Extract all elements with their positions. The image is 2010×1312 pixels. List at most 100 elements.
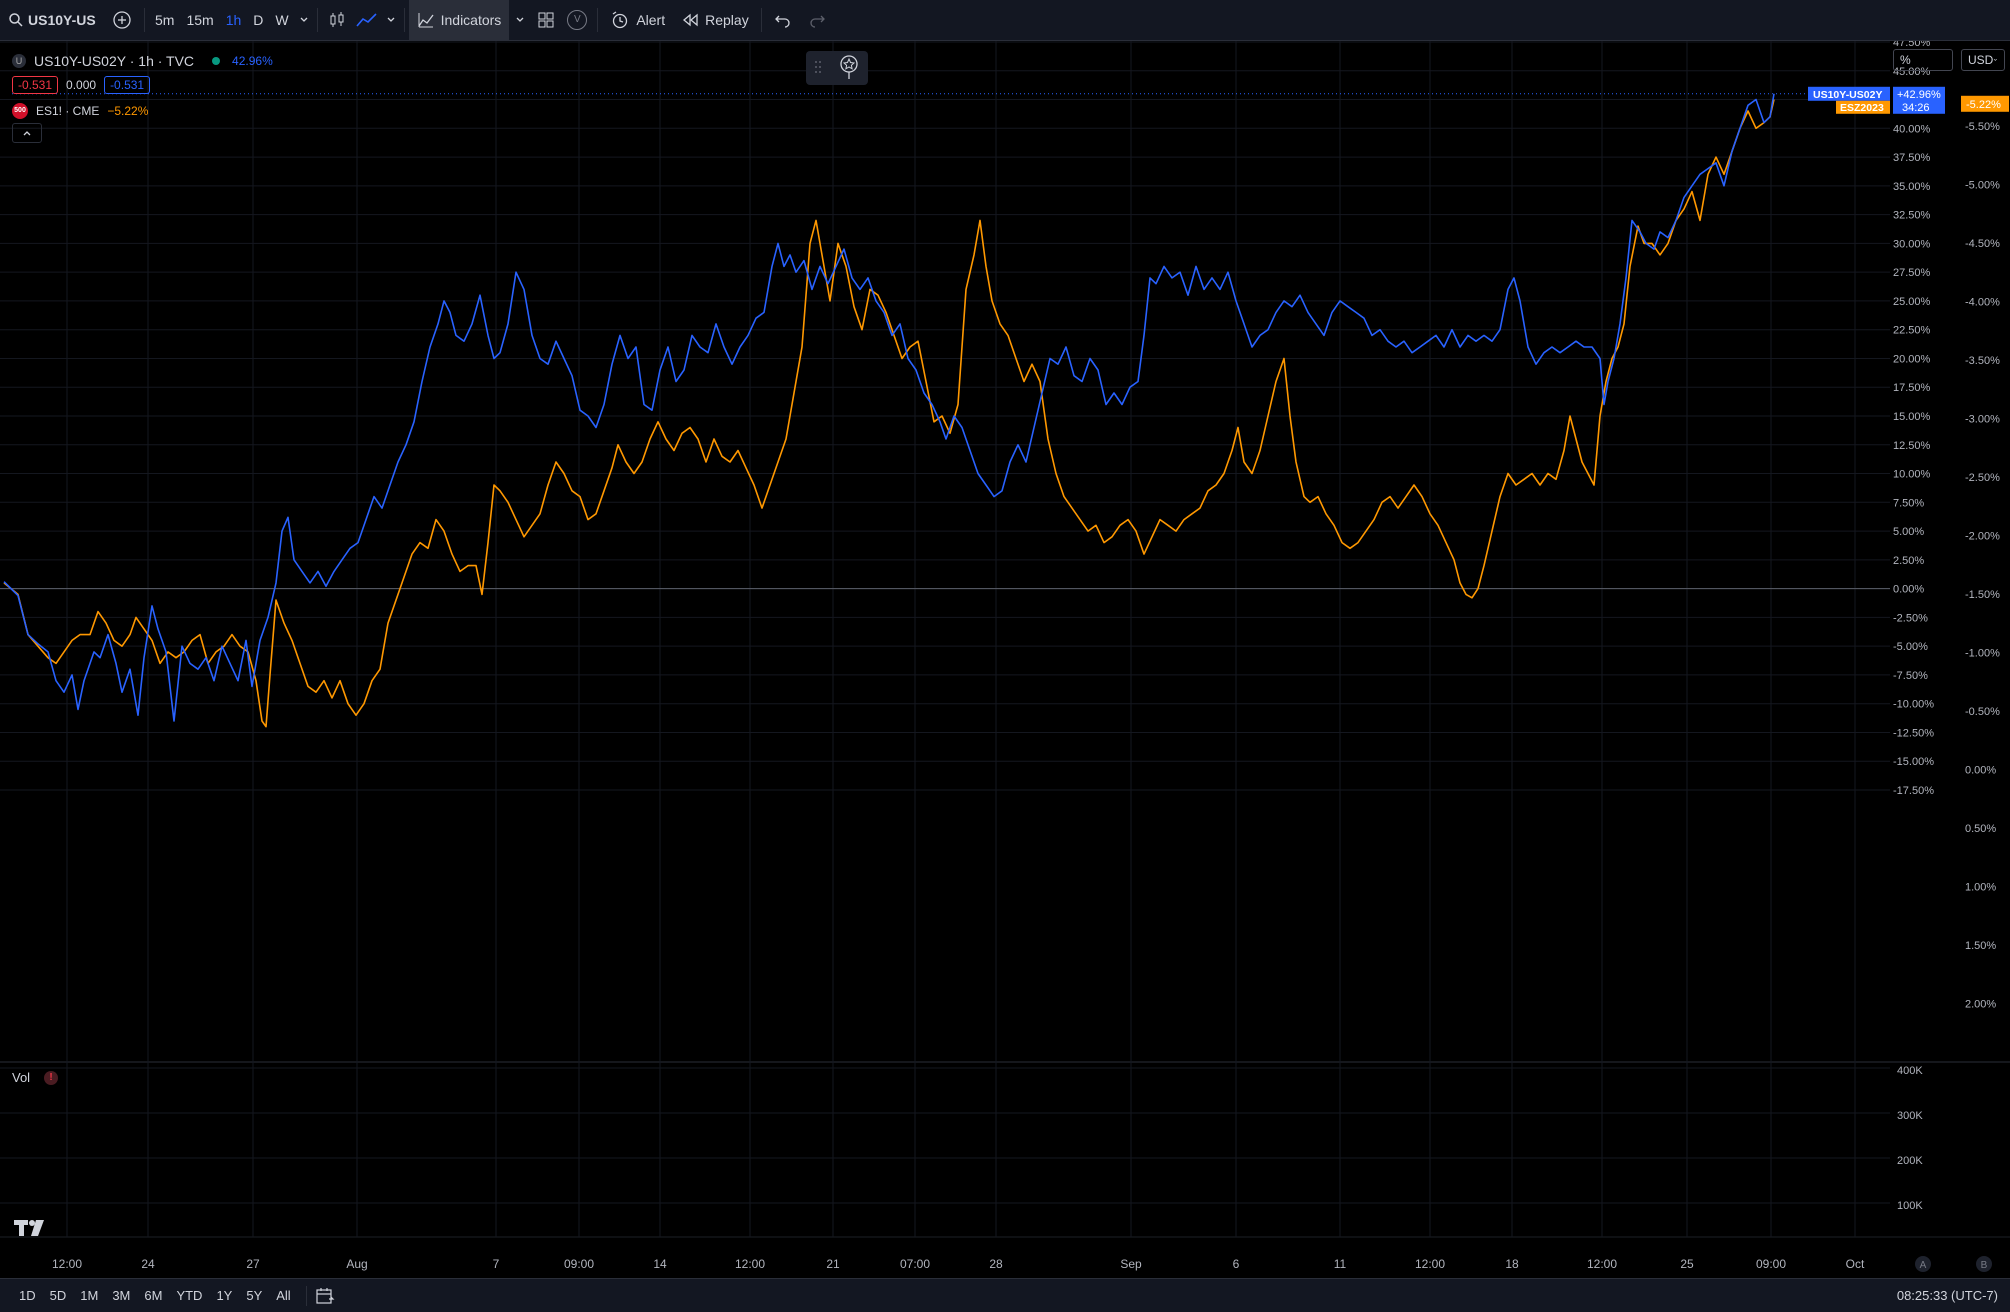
spread-value: 0.000 bbox=[66, 78, 97, 92]
replay-button[interactable]: Replay bbox=[673, 0, 757, 41]
search-icon bbox=[8, 12, 24, 28]
alert-button[interactable]: Alert bbox=[602, 0, 673, 41]
left-axis-tick: 30.00% bbox=[1893, 238, 1931, 250]
alarm-clock-icon bbox=[612, 11, 628, 29]
redo-button[interactable] bbox=[800, 0, 834, 41]
main-name-label: US10Y-US02Y bbox=[1813, 89, 1882, 101]
legend-collapse-button[interactable] bbox=[12, 123, 42, 143]
undo-button[interactable] bbox=[766, 0, 800, 41]
line-chart-icon bbox=[356, 13, 377, 27]
left-axis-tick: -2.50% bbox=[1893, 612, 1928, 624]
timeframe-dropdown[interactable] bbox=[295, 0, 313, 41]
x-axis-tick: Aug bbox=[346, 1257, 367, 1271]
chart-area[interactable]: 47.50%45.00%42.50%40.00%37.50%35.00%32.5… bbox=[0, 41, 2010, 1278]
range-all[interactable]: All bbox=[276, 1288, 291, 1303]
floating-toolbar[interactable] bbox=[806, 51, 868, 85]
timeframe-w[interactable]: W bbox=[275, 12, 289, 28]
chart-type-dropdown[interactable] bbox=[382, 0, 400, 41]
left-axis-tick: 17.50% bbox=[1893, 382, 1931, 394]
volume-axis-tick: 400K bbox=[1897, 1065, 1923, 1077]
x-axis-tick: 27 bbox=[246, 1257, 260, 1271]
buy-button[interactable]: -0.531 bbox=[104, 76, 151, 94]
legend-main-row[interactable]: U US10Y-US02Y · 1h · TVC 42.96% bbox=[12, 50, 273, 72]
right-axis-tick: -4.50% bbox=[1965, 238, 2000, 250]
favorite-pin-icon[interactable] bbox=[838, 54, 860, 83]
left-axis-tick: -7.50% bbox=[1893, 670, 1928, 682]
range-1y[interactable]: 1Y bbox=[216, 1288, 233, 1303]
right-axis-tick: 1.50% bbox=[1965, 940, 1996, 952]
indicators-button[interactable]: Indicators bbox=[408, 0, 510, 41]
left-axis-tick: 37.50% bbox=[1893, 152, 1931, 164]
volume-axis-tick: 300K bbox=[1897, 1110, 1923, 1122]
timezone-clock[interactable]: 08:25:33 (UTC-7) bbox=[1896, 1288, 1998, 1303]
go-to-date-button[interactable] bbox=[315, 1287, 335, 1305]
line-style-button[interactable] bbox=[352, 0, 382, 41]
divider bbox=[403, 8, 405, 32]
series-line-us10y-us02y bbox=[3, 93, 1775, 722]
x-axis-tick: 12:00 bbox=[735, 1257, 765, 1271]
left-axis-tick: 45.00% bbox=[1893, 66, 1931, 78]
left-axis-tick: -17.50% bbox=[1893, 785, 1934, 797]
timeframe-d[interactable]: D bbox=[253, 12, 264, 28]
compare-add-button[interactable] bbox=[104, 0, 140, 41]
sell-button[interactable]: -0.531 bbox=[12, 76, 59, 94]
left-axis-tick: -12.50% bbox=[1893, 727, 1934, 739]
symbol-search[interactable]: US10Y-US bbox=[0, 0, 104, 41]
range-3m[interactable]: 3M bbox=[112, 1288, 131, 1303]
left-axis-tick: 22.50% bbox=[1893, 325, 1931, 337]
left-axis-tick: 15.00% bbox=[1893, 411, 1931, 423]
right-axis-tick: 2.00% bbox=[1965, 999, 1996, 1011]
left-axis-tick: -10.00% bbox=[1893, 699, 1934, 711]
indicators-dropdown[interactable] bbox=[509, 0, 531, 41]
tradingview-logo[interactable] bbox=[14, 1218, 48, 1241]
range-ytd[interactable]: YTD bbox=[176, 1288, 203, 1303]
legend-main-symbol: US10Y-US02Y · 1h · TVC bbox=[34, 53, 195, 69]
top-toolbar: US10Y-US 5m 15m 1h D W Indicators V Aler… bbox=[0, 0, 2010, 41]
template-button[interactable]: V bbox=[561, 0, 593, 41]
market-status-dot bbox=[212, 57, 221, 65]
left-axis-tick: -5.00% bbox=[1893, 641, 1928, 653]
right-axis-tick: -0.50% bbox=[1965, 706, 2000, 718]
timeframe-1h[interactable]: 1h bbox=[225, 12, 242, 28]
timeframe-5m[interactable]: 5m bbox=[155, 12, 175, 28]
volume-pane-legend[interactable]: Vol ! bbox=[12, 1070, 59, 1085]
scale-mode-field[interactable]: % bbox=[1893, 49, 1953, 71]
range-1m[interactable]: 1M bbox=[80, 1288, 99, 1303]
currency-select[interactable]: USD bbox=[1961, 49, 2005, 71]
x-axis-tick: Oct bbox=[1846, 1257, 1865, 1271]
range-5y[interactable]: 5Y bbox=[246, 1288, 263, 1303]
range-1d[interactable]: 1D bbox=[19, 1288, 36, 1303]
timeframe-15m[interactable]: 15m bbox=[186, 12, 214, 28]
right-axis-tick: -3.50% bbox=[1965, 355, 2000, 367]
left-axis-tick: 2.50% bbox=[1893, 555, 1924, 567]
x-axis-tick: 11 bbox=[1334, 1257, 1347, 1271]
chart-background bbox=[0, 41, 2010, 1278]
volume-axis-tick: 100K bbox=[1897, 1200, 1923, 1212]
left-axis-tick: -15.00% bbox=[1893, 756, 1934, 768]
legend-compare-symbol: ES1! · CME bbox=[36, 104, 100, 118]
range-6m[interactable]: 6M bbox=[144, 1288, 163, 1303]
divider bbox=[144, 8, 145, 32]
x-axis-tick: 12:00 bbox=[1587, 1257, 1617, 1271]
right-axis-tick: -2.00% bbox=[1965, 531, 2000, 543]
warning-icon[interactable]: ! bbox=[44, 1070, 59, 1085]
main-value-label: +42.96% bbox=[1897, 89, 1941, 101]
legend-compare-row[interactable]: 500 ES1! · CME −5.22% bbox=[12, 100, 273, 122]
legend-trade-row: -0.531 0.000 -0.531 bbox=[12, 74, 273, 96]
left-axis-tick: 5.00% bbox=[1893, 526, 1924, 538]
series-line-esz2023 bbox=[3, 99, 1775, 728]
left-axis-tick: 25.00% bbox=[1893, 296, 1931, 308]
chart-canvas[interactable]: 47.50%45.00%42.50%40.00%37.50%35.00%32.5… bbox=[0, 41, 2010, 1278]
legend-compare-change: −5.22% bbox=[107, 104, 149, 118]
range-5d[interactable]: 5D bbox=[49, 1288, 67, 1303]
layout-button[interactable] bbox=[531, 0, 561, 41]
scale-button-label: B bbox=[1981, 1260, 1988, 1271]
left-axis-tick: 20.00% bbox=[1893, 353, 1931, 365]
x-axis-tick: 07:00 bbox=[900, 1257, 930, 1271]
drag-handle-icon[interactable] bbox=[814, 60, 822, 77]
divider bbox=[316, 8, 318, 32]
chevron-down-icon bbox=[387, 17, 395, 22]
left-axis-tick: 40.00% bbox=[1893, 123, 1931, 135]
chart-type-button[interactable] bbox=[322, 0, 352, 41]
candlestick-icon bbox=[330, 12, 344, 27]
